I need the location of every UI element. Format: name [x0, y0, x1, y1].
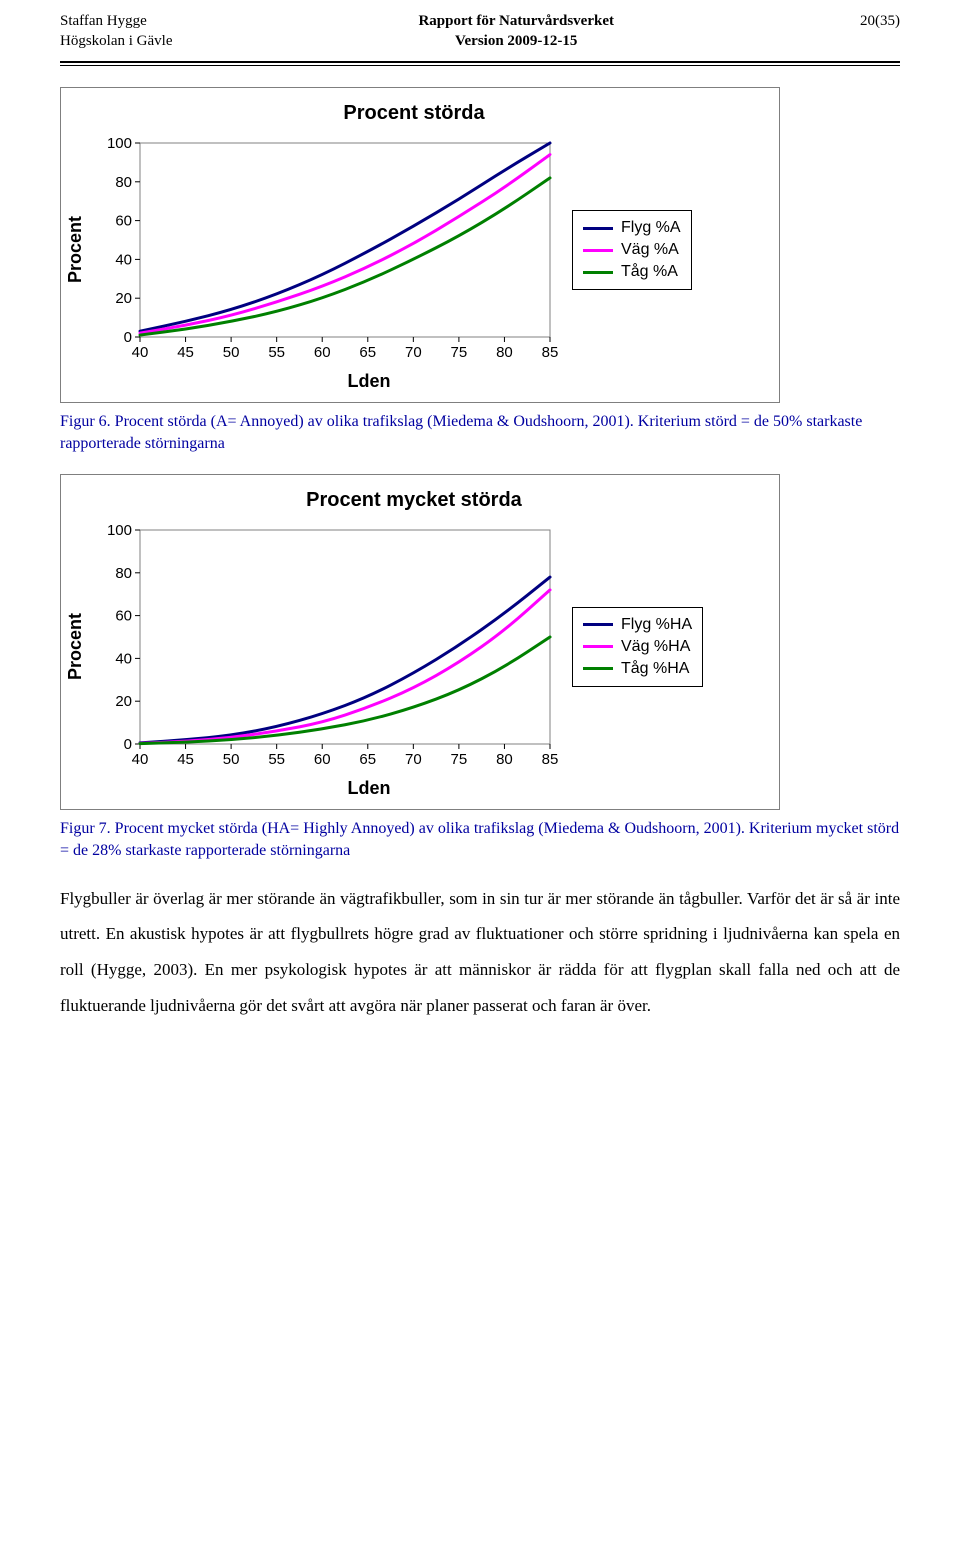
- svg-text:45: 45: [177, 344, 194, 361]
- svg-text:80: 80: [496, 344, 513, 361]
- chart2-title: Procent mycket störda: [306, 489, 522, 511]
- legend-label: Tåg %A: [621, 263, 678, 281]
- svg-text:20: 20: [115, 290, 132, 307]
- header-rule: [60, 61, 900, 63]
- legend-swatch: [583, 645, 613, 648]
- svg-text:55: 55: [268, 344, 285, 361]
- chart-panel-2: Procent mycket störda Procent 0204060801…: [60, 474, 780, 810]
- legend-item: Tåg %HA: [583, 658, 692, 680]
- svg-text:20: 20: [115, 693, 132, 710]
- page: Staffan Hygge Högskolan i Gävle Rapport …: [0, 0, 960, 1063]
- legend-label: Tåg %HA: [621, 660, 689, 678]
- svg-text:80: 80: [115, 565, 132, 582]
- legend-swatch: [583, 227, 613, 230]
- svg-text:60: 60: [314, 751, 331, 768]
- svg-text:60: 60: [115, 213, 132, 230]
- svg-text:60: 60: [115, 607, 132, 624]
- svg-text:70: 70: [405, 751, 422, 768]
- svg-text:75: 75: [451, 751, 468, 768]
- legend-item: Flyg %HA: [583, 614, 692, 636]
- header-center: Rapport för Naturvårdsverket Version 200…: [418, 12, 614, 51]
- page-number: 20(35): [860, 13, 900, 29]
- svg-text:80: 80: [115, 174, 132, 191]
- legend-label: Väg %HA: [621, 638, 690, 656]
- legend-swatch: [583, 249, 613, 252]
- svg-text:45: 45: [177, 751, 194, 768]
- svg-text:100: 100: [107, 522, 132, 539]
- chart1-title: Procent störda: [343, 102, 484, 124]
- chart1-ylabel: Procent: [65, 216, 86, 283]
- legend-label: Väg %A: [621, 241, 679, 259]
- svg-text:85: 85: [542, 344, 559, 361]
- chart2-legend: Flyg %HA Väg %HA Tåg %HA: [572, 607, 703, 687]
- legend-label: Flyg %A: [621, 219, 681, 237]
- svg-text:70: 70: [405, 344, 422, 361]
- version: Version 2009-12-15: [455, 33, 577, 49]
- institution: Högskolan i Gävle: [60, 33, 172, 49]
- chart2-ylabel: Procent: [65, 613, 86, 680]
- legend-label: Flyg %HA: [621, 616, 692, 634]
- svg-text:40: 40: [132, 751, 149, 768]
- header-left: Staffan Hygge Högskolan i Gävle: [60, 12, 172, 51]
- svg-text:40: 40: [132, 344, 149, 361]
- chart-panel-1: Procent störda Procent 02040608010040455…: [60, 87, 780, 403]
- chart1-xlabel: Lden: [348, 371, 391, 391]
- chart2-xlabel: Lden: [348, 778, 391, 798]
- chart1-svg: 02040608010040455055606570758085: [90, 135, 560, 365]
- legend-swatch: [583, 623, 613, 626]
- svg-text:55: 55: [268, 751, 285, 768]
- svg-text:65: 65: [359, 344, 376, 361]
- svg-text:100: 100: [107, 135, 132, 152]
- report-for: Rapport för Naturvårdsverket: [418, 13, 614, 29]
- svg-text:40: 40: [115, 251, 132, 268]
- svg-text:65: 65: [359, 751, 376, 768]
- legend-item: Väg %HA: [583, 636, 692, 658]
- figure7-caption: Figur 7. Procent mycket störda (HA= High…: [60, 818, 900, 863]
- svg-text:60: 60: [314, 344, 331, 361]
- figure6-caption: Figur 6. Procent störda (A= Annoyed) av …: [60, 411, 900, 456]
- svg-text:50: 50: [223, 344, 240, 361]
- svg-text:85: 85: [542, 751, 559, 768]
- chart1-legend: Flyg %A Väg %A Tåg %A: [572, 210, 692, 290]
- header-right: 20(35): [860, 12, 900, 51]
- legend-item: Flyg %A: [583, 217, 681, 239]
- legend-swatch: [583, 667, 613, 670]
- legend-swatch: [583, 271, 613, 274]
- author: Staffan Hygge: [60, 13, 147, 29]
- svg-text:80: 80: [496, 751, 513, 768]
- legend-item: Tåg %A: [583, 261, 681, 283]
- legend-item: Väg %A: [583, 239, 681, 261]
- svg-text:40: 40: [115, 650, 132, 667]
- svg-text:75: 75: [451, 344, 468, 361]
- page-header: Staffan Hygge Högskolan i Gävle Rapport …: [60, 12, 900, 51]
- chart2-svg: 02040608010040455055606570758085: [90, 522, 560, 772]
- svg-text:50: 50: [223, 751, 240, 768]
- body-paragraph: Flygbuller är överlag är mer störande än…: [60, 881, 900, 1024]
